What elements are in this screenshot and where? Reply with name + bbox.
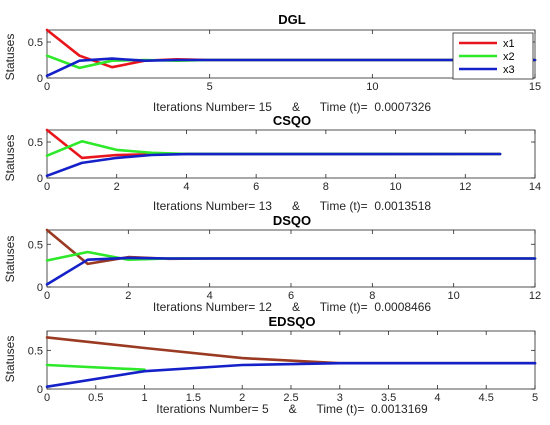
x-tick-label: 0 — [44, 181, 50, 193]
x-tick-label: 2 — [114, 181, 120, 193]
y-tick-label: 0.5 — [28, 345, 43, 357]
y-axis-label: Statuses — [3, 236, 17, 283]
x-tick-label: 3.5 — [381, 392, 396, 404]
x-tick-label: 4.5 — [479, 392, 494, 404]
x-tick-label: 0 — [44, 290, 50, 302]
x-tick-label: 15 — [529, 81, 541, 93]
x-axis-label: Iterations Number= 15 & Time (t)= 0.0007… — [153, 100, 431, 114]
panel-csqo: CSQO Statuses Iterations Number= 13 & Ti… — [3, 113, 431, 213]
panel-title: CSQO — [273, 113, 311, 128]
x-tick-label: 10 — [366, 81, 378, 93]
x-axis-label: Iterations Number= 5 & Time (t)= 0.00131… — [156, 402, 428, 416]
x-axis-label: Iterations Number= 13 & Time (t)= 0.0013… — [153, 199, 431, 213]
y-tick-label: 0.5 — [28, 137, 43, 149]
series-line-x3 — [45, 152, 502, 178]
x-tick-label: 10 — [448, 290, 460, 302]
x-tick-label: 12 — [459, 181, 471, 193]
y-tick-label: 0 — [37, 384, 43, 396]
x-tick-label: 8 — [369, 290, 375, 302]
x-axis-label: Iterations Number= 12 & Time (t)= 0.0008… — [153, 300, 431, 314]
panel-title: DGL — [278, 12, 306, 27]
x-tick-label: 10 — [389, 181, 401, 193]
x-tick-label: 6 — [253, 181, 259, 193]
y-axis-label: Statuses — [3, 336, 17, 383]
plot-area: 0 2 4 6 8 10 12 14 0 0.5 — [28, 128, 541, 193]
panel-title: EDSQO — [269, 314, 316, 329]
y-axis-label: Statuses — [3, 135, 17, 182]
y-axis-label: Statuses — [3, 34, 17, 81]
x-tick-label: 4 — [434, 392, 440, 404]
x-tick-label: 0.5 — [88, 392, 103, 404]
series-line-x2 — [45, 363, 146, 372]
legend-label-x1: x1 — [503, 38, 515, 50]
y-tick-label: 0 — [37, 282, 43, 294]
plot-area: 0 2 4 6 8 10 12 0 0.5 — [28, 228, 541, 302]
x-tick-label: 4 — [183, 181, 189, 193]
x-tick-label: 1 — [142, 392, 148, 404]
panel-dsqo: DSQO Statuses Iterations Number= 12 & Ti… — [3, 213, 431, 314]
series-line-x3 — [45, 256, 537, 286]
x-tick-label: 0 — [44, 81, 50, 93]
x-tick-label: 0 — [44, 392, 50, 404]
y-tick-label: 0 — [37, 173, 43, 185]
x-tick-label: 1.5 — [186, 392, 201, 404]
legend-label-x2: x2 — [503, 51, 515, 63]
x-tick-label: 12 — [529, 290, 541, 302]
x-tick-label: 2.5 — [283, 392, 298, 404]
plot-area: 0 0.5 1 1.5 2 2.5 3 3.5 4 4.5 5 0 0.5 — [28, 330, 538, 404]
series-line-x3 — [45, 361, 537, 389]
x-tick-label: 2 — [125, 290, 131, 302]
x-tick-label: 3 — [337, 392, 343, 404]
x-tick-label: 2 — [239, 392, 245, 404]
y-tick-label: 0.5 — [28, 239, 43, 251]
legend-label-x3: x3 — [503, 64, 515, 76]
x-tick-label: 4 — [207, 290, 213, 302]
y-tick-label: 0 — [37, 73, 43, 85]
x-tick-label: 8 — [323, 181, 329, 193]
panel-dgl: DGL Statuses Iterations Number= 15 & Tim… — [3, 12, 431, 114]
x-tick-label: 5 — [532, 392, 538, 404]
x-tick-label: 14 — [529, 181, 541, 193]
panel-title: DSQO — [273, 213, 311, 228]
y-tick-label: 0.5 — [28, 37, 43, 49]
series-line-x3 — [45, 57, 537, 78]
x-tick-label: 6 — [288, 290, 294, 302]
x-tick-label: 5 — [207, 81, 213, 93]
panel-edsqo: EDSQO Statuses Iterations Number= 5 & Ti… — [3, 314, 428, 416]
